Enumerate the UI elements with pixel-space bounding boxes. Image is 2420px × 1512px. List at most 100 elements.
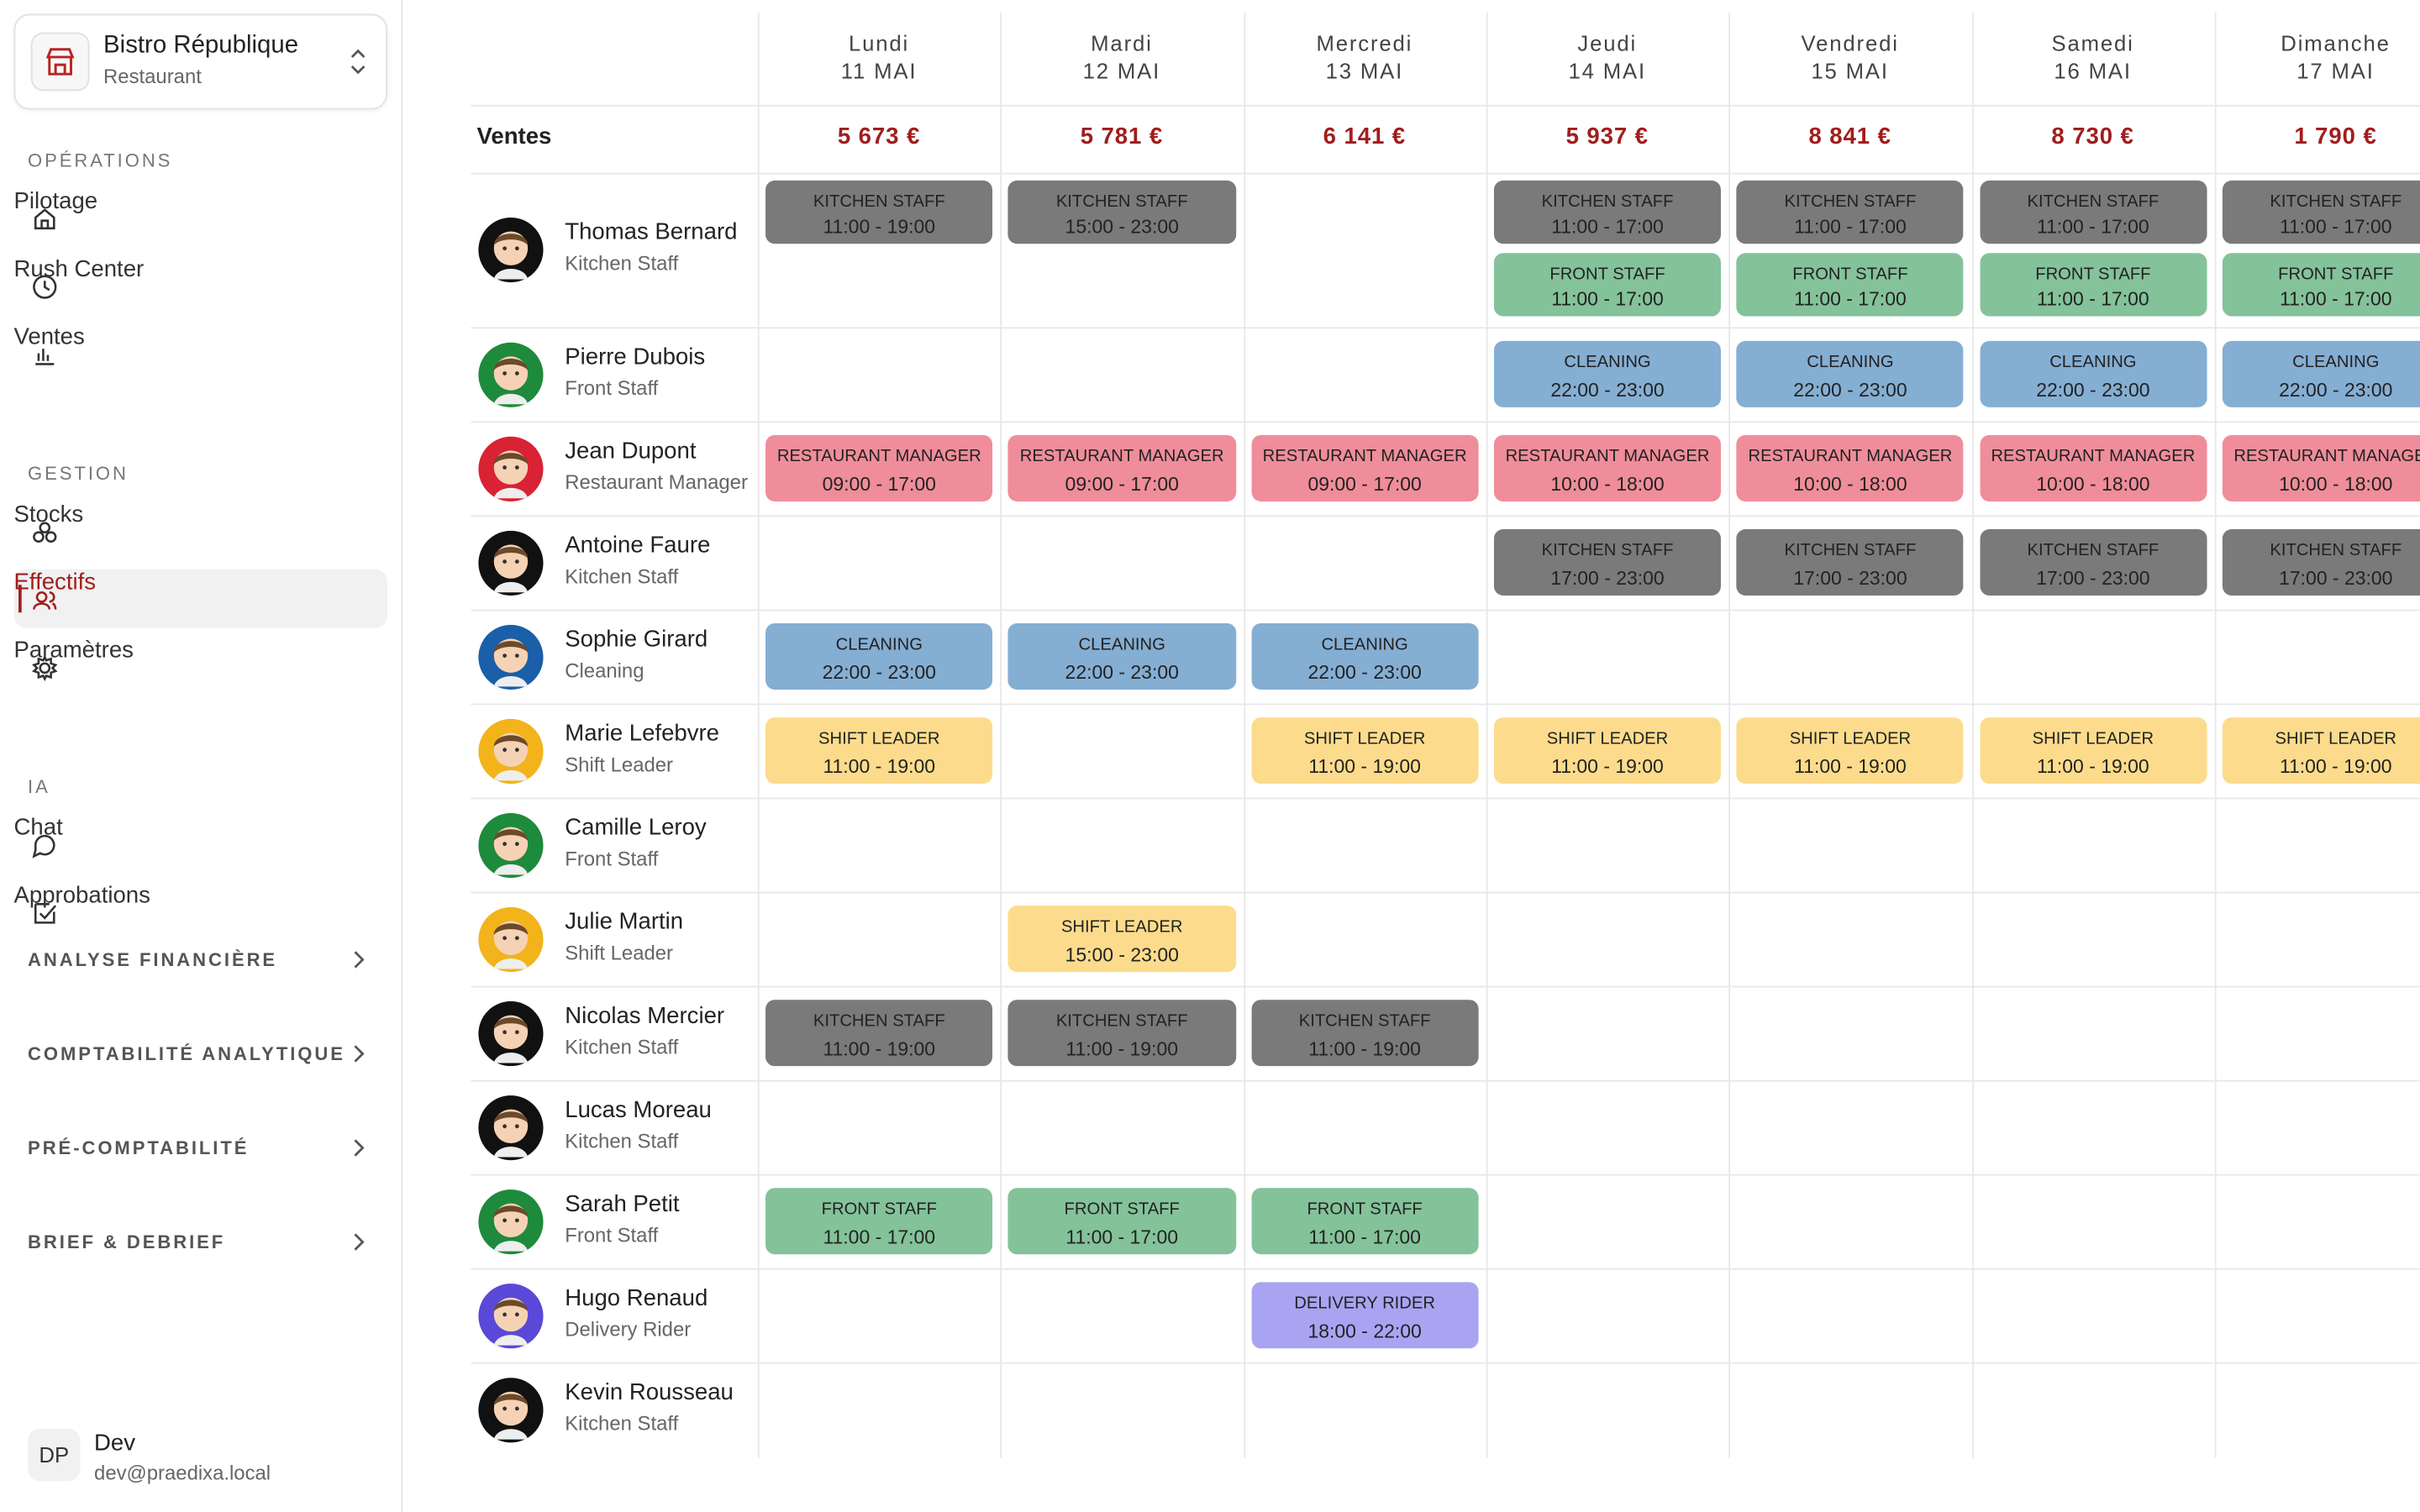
- shift-role: RESTAURANT MANAGER: [1262, 447, 1467, 466]
- shift-block[interactable]: RESTAURANT MANAGER 10:00 - 18:00: [1736, 434, 1965, 501]
- employee-role: Kitchen Staff: [565, 1034, 679, 1058]
- avatar-face: [493, 1014, 529, 1063]
- shift-time: 17:00 - 23:00: [2279, 567, 2393, 590]
- shift-role: CLEANING: [835, 635, 923, 654]
- shift-role: KITCHEN STAFF: [2270, 192, 2402, 212]
- nav-item[interactable]: Ventes: [14, 324, 387, 383]
- shift-time: 11:00 - 19:00: [1308, 1038, 1421, 1060]
- shift-block[interactable]: SHIFT LEADER 11:00 - 19:00: [765, 717, 993, 785]
- shift-block[interactable]: RESTAURANT MANAGER 10:00 - 18:00: [1493, 434, 1722, 501]
- shift-block[interactable]: SHIFT LEADER 11:00 - 19:00: [1736, 717, 1965, 785]
- shift-block[interactable]: FRONT STAFF 11:00 - 17:00: [1736, 253, 1965, 317]
- shift-block[interactable]: KITCHEN STAFF 11:00 - 17:00: [1493, 180, 1722, 244]
- shift-block[interactable]: RESTAURANT MANAGER 09:00 - 17:00: [765, 434, 993, 501]
- logo: [30, 32, 90, 92]
- avatar: [478, 1095, 544, 1160]
- shift-time: 10:00 - 18:00: [1793, 473, 1907, 496]
- avatar: [478, 1000, 544, 1066]
- shift-block[interactable]: CLEANING 22:00 - 23:00: [1736, 340, 1965, 407]
- shift-block[interactable]: KITCHEN STAFF 17:00 - 23:00: [1979, 529, 2207, 596]
- brand-switcher[interactable]: Bistro République Restaurant: [13, 13, 388, 110]
- nav-item[interactable]: Rush Center: [14, 256, 387, 315]
- nav-item[interactable]: Approbations: [14, 883, 387, 942]
- avatar: [478, 623, 544, 690]
- shift-block[interactable]: RESTAURANT MANAGER 09:00 - 17:00: [1250, 434, 1479, 501]
- shift-block[interactable]: SHIFT LEADER 11:00 - 19:00: [1250, 717, 1479, 785]
- shift-time: 11:00 - 19:00: [823, 216, 936, 238]
- day-sales: 1 790 €: [2294, 123, 2377, 150]
- nav-item[interactable]: Stocks: [14, 501, 387, 560]
- shift-block[interactable]: RESTAURANT MANAGER 10:00 - 18:00: [1979, 434, 2207, 501]
- shift-block[interactable]: FRONT STAFF 11:00 - 17:00: [1007, 1188, 1236, 1255]
- shift-time: 17:00 - 23:00: [1550, 567, 1665, 590]
- shift-block[interactable]: CLEANING 22:00 - 23:00: [1979, 340, 2207, 407]
- collapsible-section[interactable]: BRIEF & DEBRIEF: [28, 1219, 376, 1262]
- shift-role: KITCHEN STAFF: [813, 1011, 945, 1031]
- shift-block[interactable]: SHIFT LEADER 11:00 - 19:00: [2222, 717, 2420, 785]
- shift-role: KITCHEN STAFF: [1541, 192, 1674, 212]
- shift-block[interactable]: SHIFT LEADER 11:00 - 19:00: [1493, 717, 1722, 785]
- shift-block[interactable]: FRONT STAFF 11:00 - 17:00: [765, 1188, 993, 1255]
- shift-time: 11:00 - 17:00: [1551, 288, 1664, 311]
- shift-block[interactable]: SHIFT LEADER 11:00 - 19:00: [1979, 717, 2207, 785]
- shift-block[interactable]: FRONT STAFF 11:00 - 17:00: [1250, 1188, 1479, 1255]
- employee-role: Front Staff: [565, 375, 659, 399]
- shift-time: 11:00 - 19:00: [1551, 756, 1664, 778]
- shift-role: SHIFT LEADER: [1060, 917, 1183, 937]
- avatar: [478, 1283, 544, 1348]
- collapsible-section[interactable]: ANALYSE FINANCIÈRE: [28, 937, 376, 979]
- row-divider: [471, 1457, 2420, 1458]
- chevron: [354, 951, 365, 969]
- row-divider: [471, 1362, 2420, 1364]
- column-divider: [1000, 12, 1002, 1458]
- nav-icon: [34, 208, 55, 230]
- shift-block[interactable]: CLEANING 22:00 - 23:00: [1250, 623, 1479, 690]
- nav-item[interactable]: Chat: [14, 815, 387, 874]
- shift-time: 17:00 - 23:00: [1793, 567, 1907, 590]
- shift-block[interactable]: CLEANING 22:00 - 23:00: [1007, 623, 1236, 690]
- shift-block[interactable]: CLEANING 22:00 - 23:00: [2222, 340, 2420, 407]
- shift-time: 22:00 - 23:00: [2279, 379, 2393, 402]
- nav-item[interactable]: Paramètres: [14, 638, 387, 696]
- shift-block[interactable]: KITCHEN STAFF 11:00 - 17:00: [1736, 180, 1965, 244]
- shift-time: 22:00 - 23:00: [1307, 661, 1422, 684]
- shift-block[interactable]: FRONT STAFF 11:00 - 17:00: [1979, 253, 2207, 317]
- shift-block[interactable]: KITCHEN STAFF 11:00 - 19:00: [1250, 1000, 1479, 1067]
- shift-block[interactable]: CLEANING 22:00 - 23:00: [765, 623, 993, 690]
- avatar-face: [493, 231, 529, 280]
- shift-block[interactable]: FRONT STAFF 11:00 - 17:00: [1493, 253, 1722, 317]
- nav-item[interactable]: Effectifs: [13, 569, 388, 628]
- shift-block[interactable]: KITCHEN STAFF 11:00 - 17:00: [1979, 180, 2207, 244]
- shift-block[interactable]: KITCHEN STAFF 11:00 - 19:00: [765, 180, 993, 244]
- nav-item[interactable]: Pilotage: [14, 188, 387, 247]
- employee-name: Thomas Bernard: [565, 218, 738, 246]
- shift-role: KITCHEN STAFF: [1298, 1011, 1431, 1031]
- shift-block[interactable]: CLEANING 22:00 - 23:00: [1493, 340, 1722, 407]
- shift-block[interactable]: KITCHEN STAFF 17:00 - 23:00: [1736, 529, 1965, 596]
- shift-block[interactable]: RESTAURANT MANAGER 10:00 - 18:00: [2222, 434, 2420, 501]
- shift-block[interactable]: KITCHEN STAFF 15:00 - 23:00: [1007, 180, 1236, 244]
- day-name: Dimanche: [2281, 30, 2391, 56]
- shift-block[interactable]: KITCHEN STAFF 17:00 - 23:00: [1493, 529, 1722, 596]
- shift-role: CLEANING: [1807, 353, 1894, 372]
- sidebar: Bistro République Restaurant OPÉRATIONS P…: [0, 0, 403, 1512]
- shift-block[interactable]: RESTAURANT MANAGER 09:00 - 17:00: [1007, 434, 1236, 501]
- day-sales: 6 141 €: [1323, 123, 1407, 150]
- collapsible-section[interactable]: COMPTABILITÉ ANALYTIQUE: [28, 1031, 376, 1074]
- shift-block[interactable]: DELIVERY RIDER 18:00 - 22:00: [1250, 1282, 1479, 1349]
- shift-block[interactable]: KITCHEN STAFF 17:00 - 23:00: [2222, 529, 2420, 596]
- shift-time: 17:00 - 23:00: [2036, 567, 2150, 590]
- nav-label: Effectifs: [13, 569, 97, 596]
- employee-role: Delivery Rider: [565, 1316, 692, 1341]
- column-divider: [1486, 12, 1488, 1458]
- row-divider: [471, 172, 2420, 175]
- collapsible-section[interactable]: PRÉ-COMPTABILITÉ: [28, 1125, 376, 1168]
- shift-block[interactable]: SHIFT LEADER 15:00 - 23:00: [1007, 906, 1236, 973]
- column-divider: [1971, 12, 1974, 1458]
- shift-block[interactable]: KITCHEN STAFF 11:00 - 17:00: [2222, 180, 2420, 244]
- shift-block[interactable]: FRONT STAFF 11:00 - 17:00: [2222, 253, 2420, 317]
- nav-icon: [33, 522, 57, 543]
- shift-block[interactable]: KITCHEN STAFF 11:00 - 19:00: [1007, 1000, 1236, 1067]
- shift-block[interactable]: KITCHEN STAFF 11:00 - 19:00: [765, 1000, 993, 1067]
- employee-name: Hugo Renaud: [565, 1284, 708, 1311]
